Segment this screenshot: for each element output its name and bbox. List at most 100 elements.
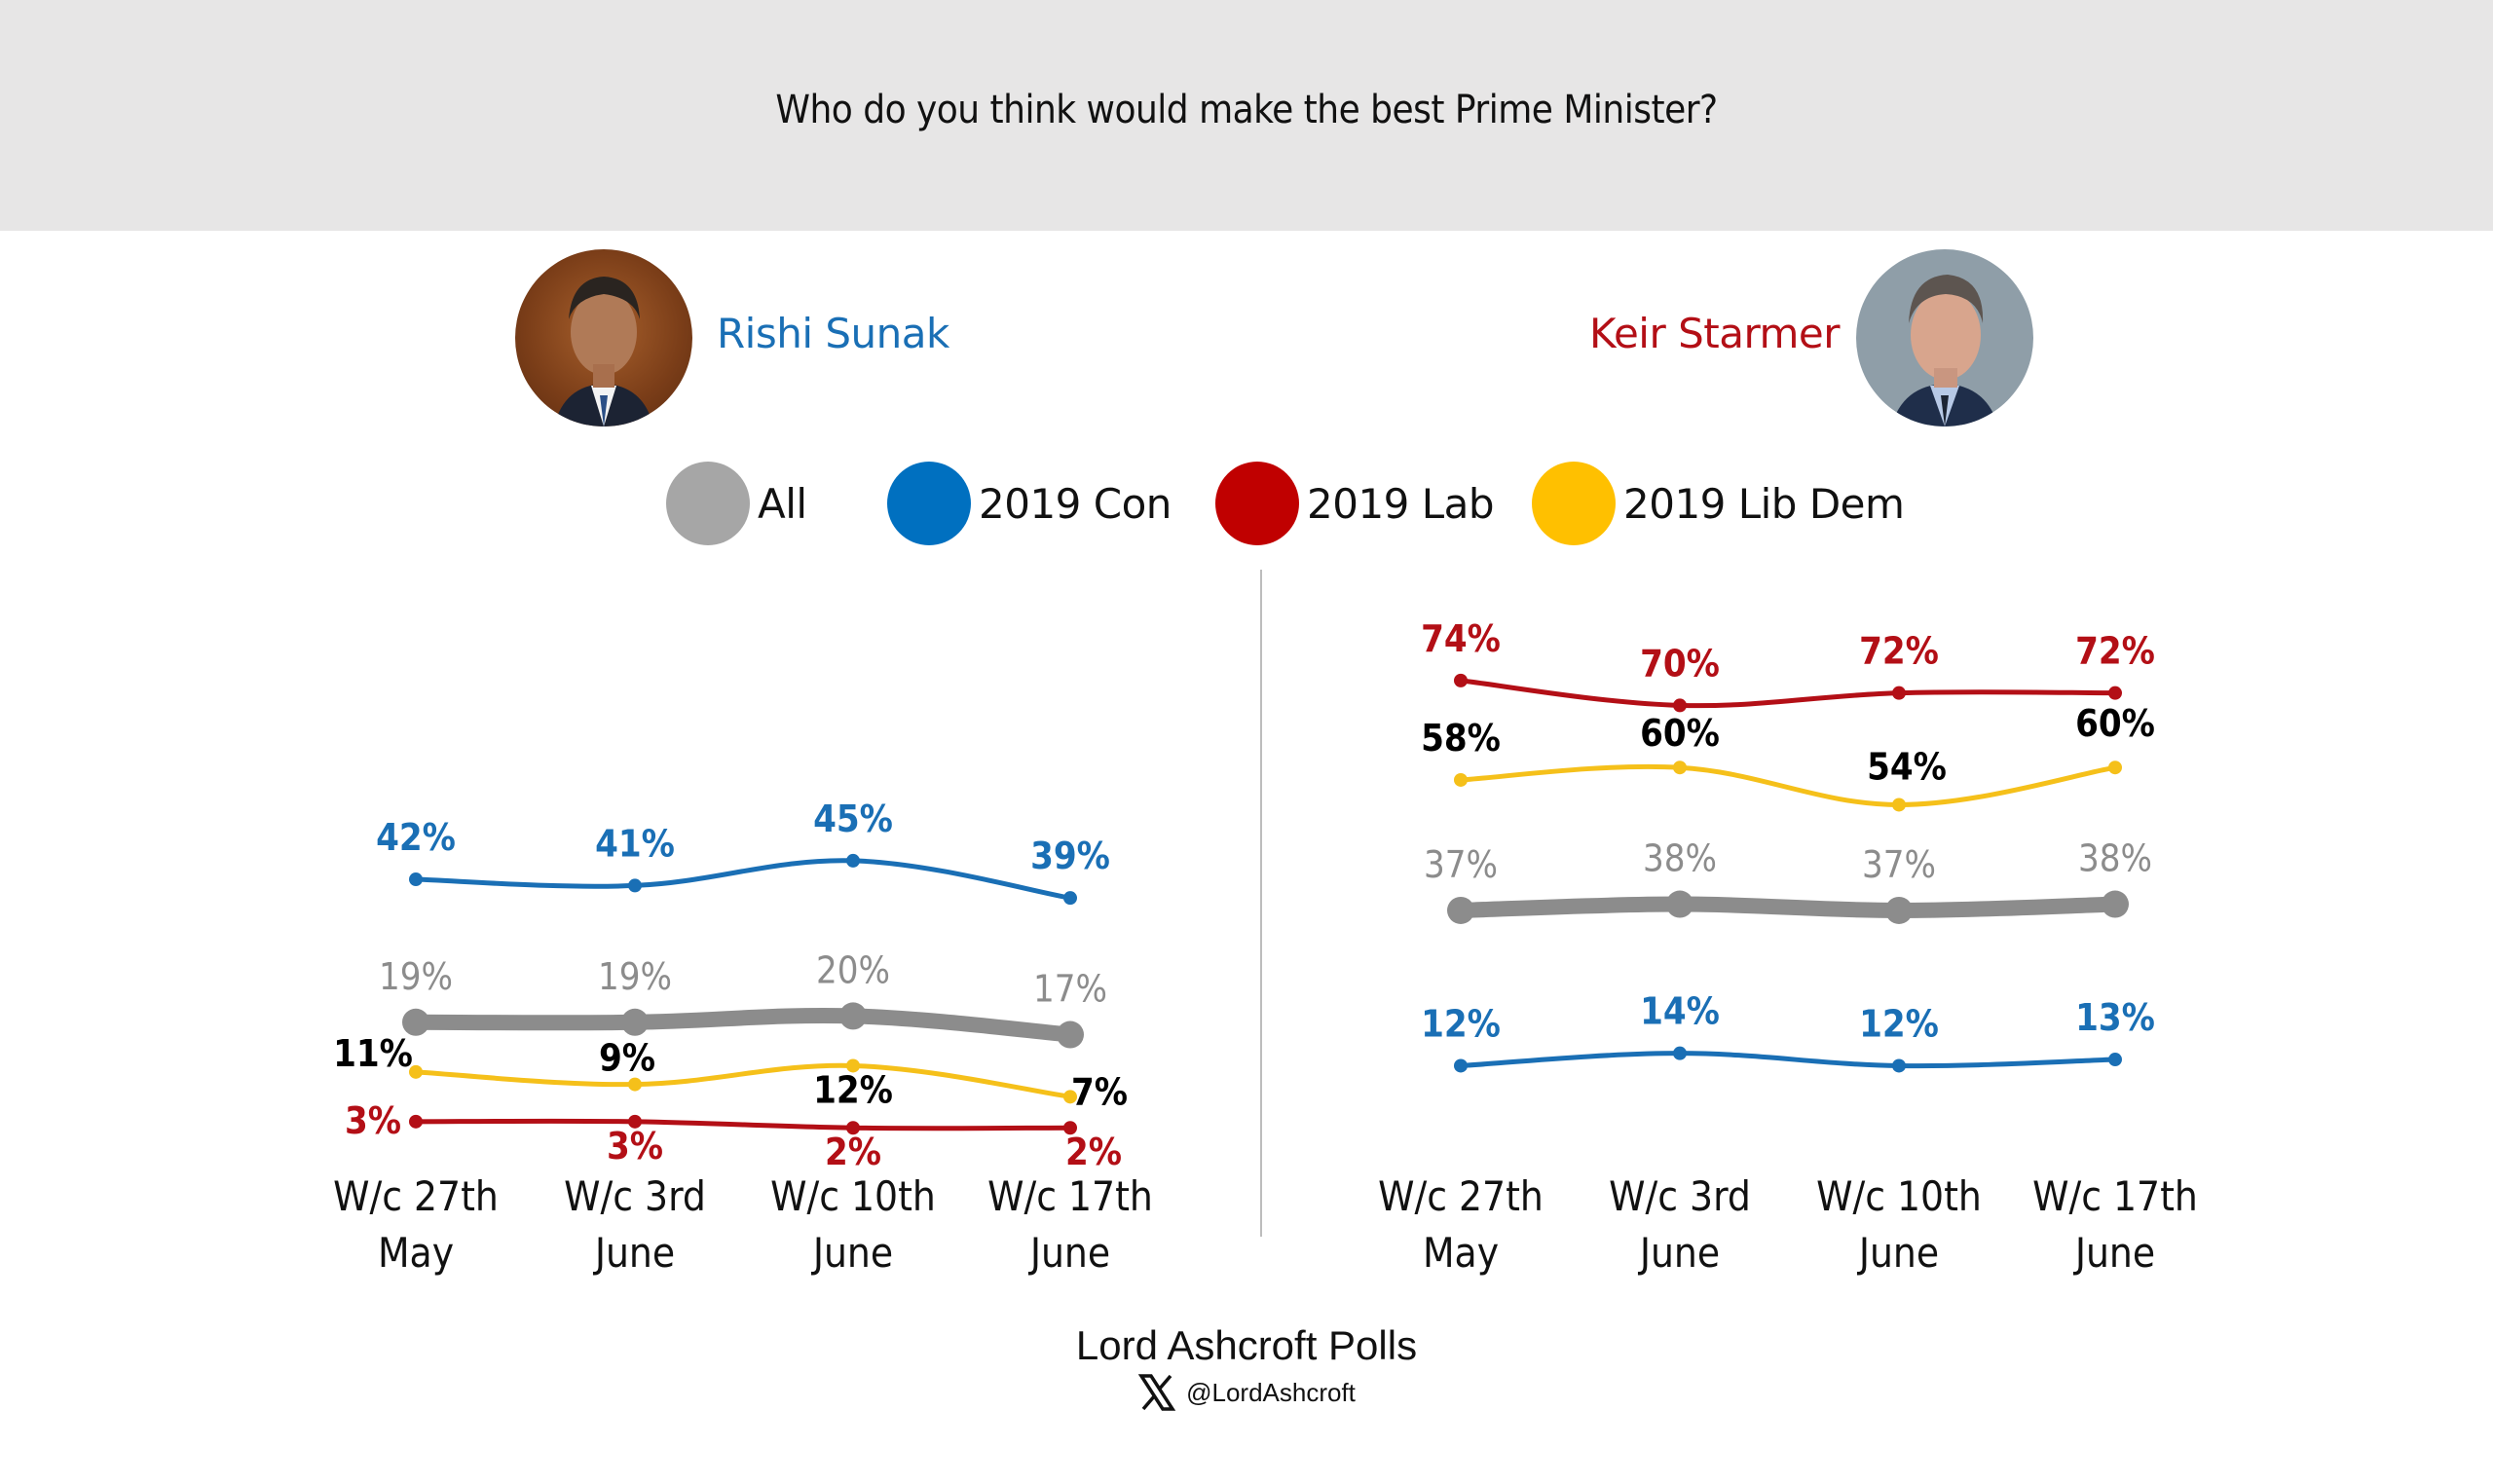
data-point-2019-lib-dem [409,1064,423,1079]
starmer-name-text: Keir Starmer [1589,310,1841,357]
data-point-2019-lib-dem [2108,761,2122,775]
data-label-2019-lab: 2% [1065,1131,1122,1173]
data-point-2019-con [1454,1058,1468,1073]
data-point-2019-lab [1892,686,1906,700]
x-tick-label: June [2073,1229,2155,1277]
data-label-2019-con: 12% [1421,1002,1501,1045]
data-point-2019-lab [2108,686,2122,700]
data-label-all: 19% [379,955,453,998]
data-point-2019-con [1673,1046,1687,1060]
data-point-2019-con [628,878,642,893]
data-label-all: 17% [1033,968,1107,1011]
data-label-2019-lib-dem: 54% [1867,745,1947,788]
legend-swatch-libdem [1532,462,1616,545]
data-label-all: 20% [816,948,890,991]
data-point-2019-lab [846,1121,860,1135]
x-tick-label: W/c 3rd [564,1172,706,1220]
series-line-2019-lab [413,1118,1073,1132]
data-point-2019-lab [1454,673,1468,687]
x-tick-label: W/c 17th [2032,1172,2198,1220]
candidate-name-sunak: Rishi Sunak [717,310,949,357]
legend-item-2019-lib-dem: 2019 Lib Dem [1532,460,1905,547]
data-point-all [1666,890,1693,918]
data-point-all [839,1002,867,1030]
series-line-2019-lib-dem [413,1062,1073,1099]
social-handle[interactable]: @LordAshcroft [1186,1377,1356,1407]
portrait-icon [554,277,653,427]
x-tick-label: June [1857,1229,1939,1277]
portrait-icon [1891,275,1998,427]
x-tick-label: June [1028,1229,1110,1277]
data-label-all: 19% [598,955,672,998]
data-point-all [1447,896,1474,924]
legend-item-2019-lab: 2019 Lab [1215,460,1495,547]
data-point-2019-lab [628,1114,642,1129]
x-tick-label: June [593,1229,675,1277]
data-label-2019-lab: 74% [1421,617,1501,660]
keir-starmer-photo [1856,249,2033,427]
data-point-all [621,1008,649,1036]
question-title: Who do you think would make the best Pri… [775,88,1718,132]
data-point-2019-con [409,872,423,887]
data-label-2019-lab: 2% [825,1131,881,1173]
data-label-2019-con: 45% [813,798,893,840]
data-label-2019-con: 13% [2075,996,2155,1039]
data-label-2019-lib-dem: 9% [599,1037,655,1080]
data-point-2019-lib-dem [1673,761,1687,775]
data-point-2019-con [2108,1053,2122,1067]
series-line-2019-lib-dem [1458,763,2118,807]
series-line-2019-con [413,858,1073,901]
legend-label-con: 2019 Con [979,479,1172,528]
data-point-2019-con [1892,1058,1906,1073]
data-label-2019-lab: 72% [1859,630,1939,673]
data-label-2019-lib-dem: 7% [1071,1070,1128,1113]
x-tick-label: May [378,1229,454,1277]
header-banner: Who do you think would make the best Pri… [0,0,2493,231]
data-point-all [402,1008,429,1036]
data-label-2019-lab: 72% [2075,630,2155,673]
x-tick-label: May [1423,1229,1499,1277]
chart-divider [1260,570,1262,1237]
data-label-2019-con: 41% [595,822,675,865]
chart-keir-starmer: 74% 70% 72% 72% 58% 60% 54% 60% 37% 38% 37% 38% 12% 1… [1378,617,2198,1277]
series-line-all [408,1007,1078,1043]
sunak-name-text: Rishi Sunak [717,310,949,357]
data-label-2019-lab: 3% [345,1099,401,1142]
data-point-2019-con [1063,891,1077,906]
data-label-all: 38% [2078,837,2152,880]
data-point-all [1885,896,1913,924]
x-tick-label: W/c 10th [1816,1172,1982,1220]
legend-label-all: All [758,479,807,528]
data-label-all: 38% [1643,837,1717,880]
data-label-2019-lib-dem: 11% [333,1032,413,1075]
x-tick-label: W/c 10th [770,1172,936,1220]
series-line-2019-con [1458,1051,2118,1069]
chart-rishi-sunak: 42% 41% 45% 39% 19% 19% 20% 17% 11% 9% 12% 7% 3% 3% 2%… [333,798,1153,1277]
legend-swatch-all [666,462,750,545]
x-tick-label: W/c 17th [987,1172,1153,1220]
data-label-2019-con: 14% [1640,990,1720,1033]
data-point-2019-con [846,853,860,868]
footer-social: @LordAshcroft [0,1373,2493,1412]
x-tick-label: W/c 27th [1378,1172,1544,1220]
data-point-2019-lab [409,1114,423,1129]
data-label-2019-con: 39% [1030,835,1110,877]
footer-brand: Lord Ashcroft Polls [1075,1322,1418,1368]
data-label-2019-lib-dem: 60% [2075,702,2155,745]
legend-label-lab: 2019 Lab [1307,479,1495,528]
legend-item-all: All [666,460,807,547]
legend-label-libdem: 2019 Lib Dem [1623,479,1905,528]
x-tick-label: W/c 3rd [1609,1172,1751,1220]
data-point-2019-lib-dem [1063,1090,1077,1104]
x-logo-icon [1137,1374,1176,1411]
data-point-2019-lab [1063,1121,1077,1135]
data-label-2019-con: 42% [376,816,456,859]
x-tick-label: W/c 27th [333,1172,499,1220]
data-point-2019-lib-dem [1892,798,1906,812]
data-point-all [2102,890,2129,918]
legend-swatch-con [887,462,971,545]
data-point-all [1057,1020,1084,1049]
series-line-all [1453,896,2123,918]
data-label-2019-lab: 70% [1640,642,1720,685]
